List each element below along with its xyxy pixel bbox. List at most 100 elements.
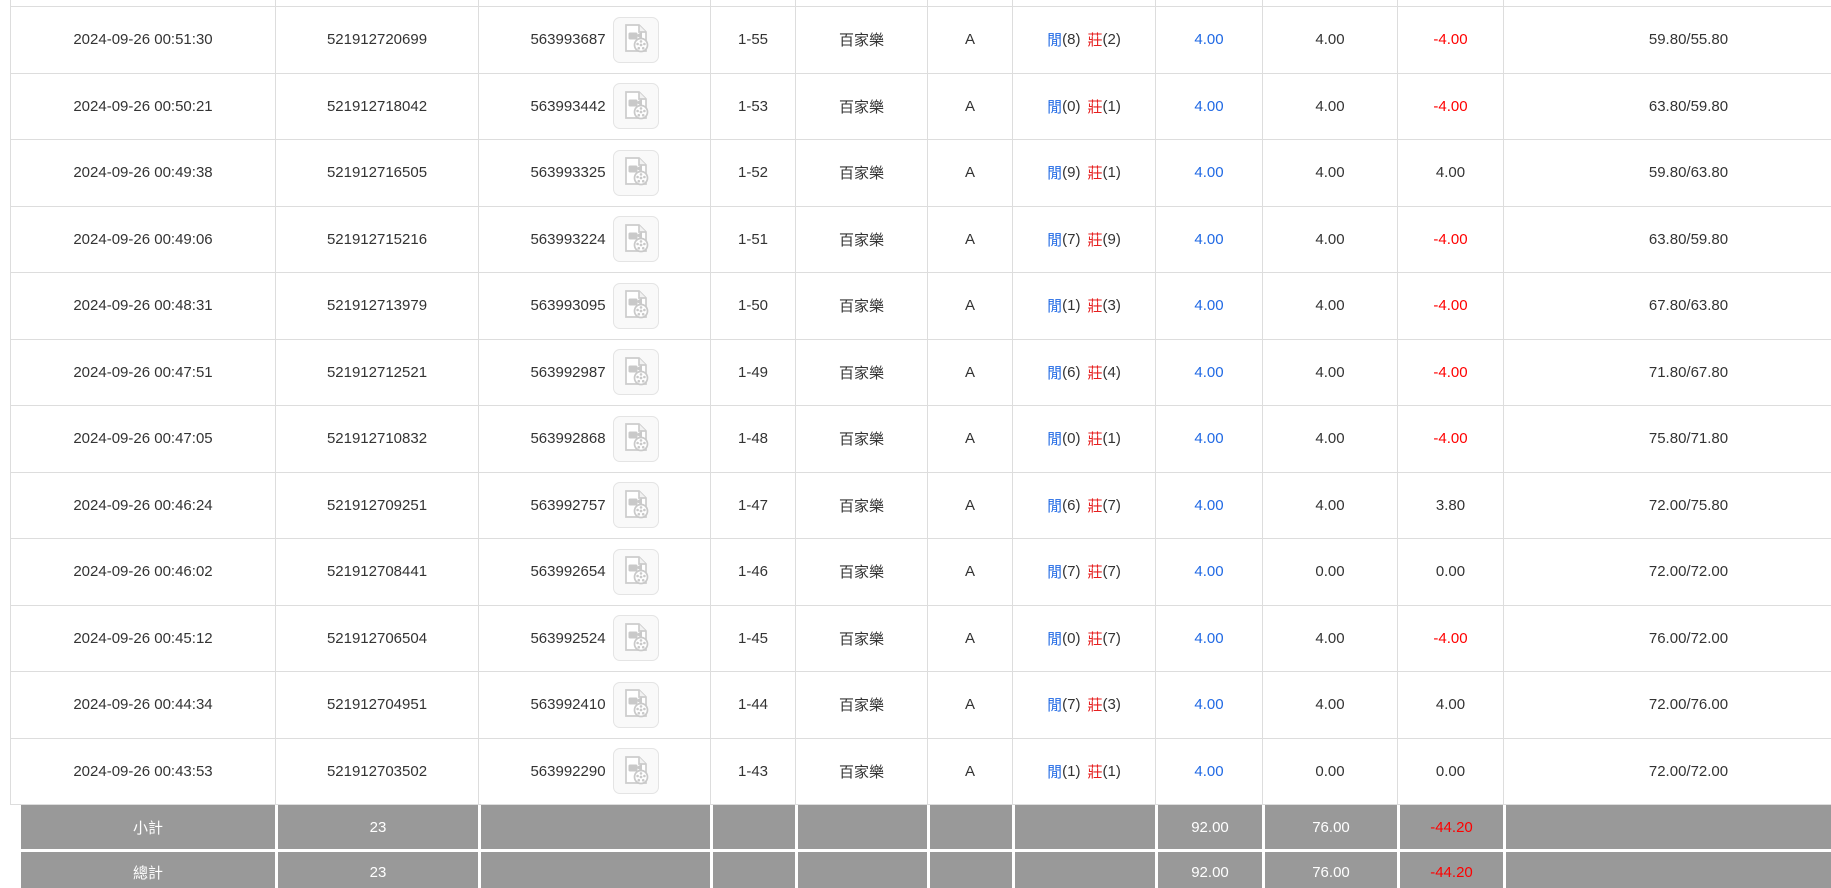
cell-bet-time: 2024-09-26 00:48:31 [10, 273, 275, 339]
total-row: 總計 23 92.00 76.00 -44.20 [10, 849, 1831, 888]
result-banker-score: (2) [1102, 31, 1121, 49]
cell-round: 1-49 [710, 339, 795, 405]
result-banker-score: (1) [1102, 762, 1121, 780]
cell-table: A [927, 140, 1012, 206]
video-replay-icon [619, 287, 653, 324]
video-replay-button[interactable] [612, 415, 659, 462]
cell-bet-amount: 4.00 [1155, 73, 1262, 139]
video-replay-button[interactable] [612, 16, 659, 63]
cell-game-number: 563993325 [478, 140, 710, 206]
bet-amount-link[interactable]: 4.00 [1194, 430, 1224, 448]
video-replay-button[interactable] [612, 149, 659, 196]
result-banker-label: 莊 [1087, 32, 1103, 50]
video-replay-button[interactable] [612, 282, 659, 329]
bet-amount-link[interactable]: 4.00 [1194, 762, 1224, 780]
total-bet: 92.00 [1155, 849, 1262, 888]
cell-table: A [927, 738, 1012, 804]
subtotal-count: 23 [275, 805, 478, 849]
video-replay-icon [619, 553, 653, 590]
total-winloss: -44.20 [1397, 849, 1503, 888]
video-replay-button[interactable] [612, 216, 659, 263]
cell-result: 閒 (0) 莊 (1) [1012, 73, 1155, 139]
bet-amount-link[interactable]: 4.00 [1194, 629, 1224, 647]
video-replay-icon [619, 753, 653, 790]
table-row: 2024-09-26 00:48:31 521912713979 5639930… [10, 273, 1831, 340]
cell-bet-number: 521912709251 [275, 472, 478, 538]
cell-bet-number: 521912718042 [275, 73, 478, 139]
bet-amount-link[interactable]: 4.00 [1194, 563, 1224, 581]
cell-bet-number: 521912713979 [275, 273, 478, 339]
cell-game-number: 563992290 [478, 738, 710, 804]
result-banker-label: 莊 [1087, 165, 1103, 183]
video-replay-button[interactable] [612, 748, 659, 795]
game-number: 563993224 [530, 230, 606, 248]
cell-bet-number: 521912715216 [275, 206, 478, 272]
table-row: 2024-09-26 00:49:06 521912715216 5639932… [10, 206, 1831, 273]
cell-win-loss: -4.00 [1397, 273, 1503, 339]
bet-amount-link[interactable]: 4.00 [1194, 696, 1224, 714]
bet-amount-link[interactable]: 4.00 [1194, 164, 1224, 182]
video-replay-button[interactable] [612, 83, 659, 130]
table-row: 2024-09-26 00:46:02 521912708441 5639926… [10, 539, 1831, 606]
video-replay-button[interactable] [612, 349, 659, 396]
cell-balance: 59.80/55.80 [1503, 7, 1831, 73]
table-row: 2024-09-26 00:45:12 521912706504 5639925… [10, 605, 1831, 672]
total-label: 總計 [21, 849, 275, 888]
cell-bet-time: 2024-09-26 00:47:05 [10, 406, 275, 472]
bet-amount-link[interactable]: 4.00 [1194, 31, 1224, 49]
bet-amount-link[interactable]: 4.00 [1194, 97, 1224, 115]
cell-game-type: 百家樂 [795, 472, 927, 538]
result-player-label: 閒 [1047, 630, 1063, 648]
cell-bet-time: 2024-09-26 00:47:51 [10, 339, 275, 405]
cell-table: A [927, 206, 1012, 272]
result-player-score: (1) [1062, 762, 1081, 780]
cell-table: A [927, 672, 1012, 738]
cell-round: 1-53 [710, 73, 795, 139]
cell-bet-amount: 4.00 [1155, 206, 1262, 272]
cell-bet-number: 521912712521 [275, 339, 478, 405]
game-number: 563992524 [530, 629, 606, 647]
video-replay-icon [619, 620, 653, 657]
cell-bet-amount: 4.00 [1155, 273, 1262, 339]
cell-win-loss: -4.00 [1397, 206, 1503, 272]
cell-game-type: 百家樂 [795, 339, 927, 405]
result-player-score: (6) [1062, 496, 1081, 514]
cell-balance: 59.80/63.80 [1503, 140, 1831, 206]
table-row: 2024-09-26 00:44:34 521912704951 5639924… [10, 672, 1831, 739]
video-replay-button[interactable] [612, 681, 659, 728]
table-row: 2024-09-26 00:47:05 521912710832 5639928… [10, 406, 1831, 473]
result-player-label: 閒 [1047, 98, 1063, 116]
cell-game-type: 百家樂 [795, 7, 927, 73]
cell-game-type: 百家樂 [795, 738, 927, 804]
game-number: 563992290 [530, 762, 606, 780]
cell-game-type: 百家樂 [795, 206, 927, 272]
bet-amount-link[interactable]: 4.00 [1194, 363, 1224, 381]
cell-balance: 71.80/67.80 [1503, 339, 1831, 405]
cell-round: 1-43 [710, 738, 795, 804]
result-banker-score: (1) [1102, 97, 1121, 115]
result-banker-score: (3) [1102, 696, 1121, 714]
cell-result: 閒 (1) 莊 (1) [1012, 738, 1155, 804]
bet-amount-link[interactable]: 4.00 [1194, 297, 1224, 315]
cell-win-loss: 4.00 [1397, 140, 1503, 206]
bet-amount-link[interactable]: 4.00 [1194, 230, 1224, 248]
result-player-score: (6) [1062, 363, 1081, 381]
cell-round: 1-51 [710, 206, 795, 272]
video-replay-button[interactable] [612, 548, 659, 595]
bet-amount-link[interactable]: 4.00 [1194, 496, 1224, 514]
video-replay-button[interactable] [612, 615, 659, 662]
cell-result: 閒 (8) 莊 (2) [1012, 7, 1155, 73]
cell-game-type: 百家樂 [795, 273, 927, 339]
cell-bet-amount: 4.00 [1155, 406, 1262, 472]
cell-balance: 67.80/63.80 [1503, 273, 1831, 339]
cell-game-type: 百家樂 [795, 539, 927, 605]
cell-game-number: 563992757 [478, 472, 710, 538]
cell-bet-number: 521912704951 [275, 672, 478, 738]
video-replay-icon [619, 221, 653, 258]
cell-game-type: 百家樂 [795, 73, 927, 139]
cell-valid-amount: 4.00 [1262, 273, 1397, 339]
cell-bet-number: 521912703502 [275, 738, 478, 804]
video-replay-button[interactable] [612, 482, 659, 529]
result-player-label: 閒 [1047, 298, 1063, 316]
